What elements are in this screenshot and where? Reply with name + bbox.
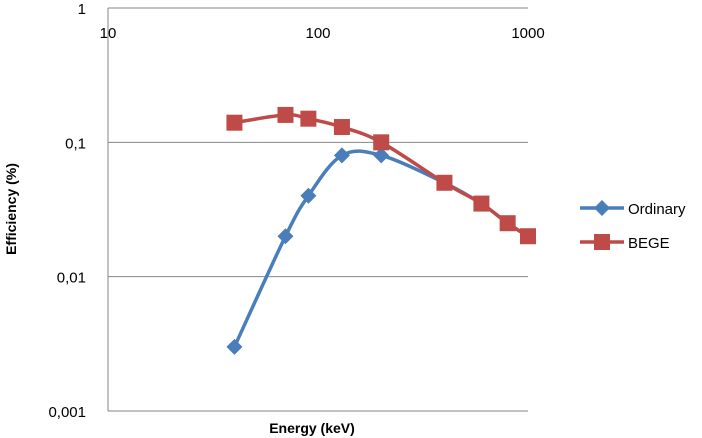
x-tick-label: 10 [100,25,117,42]
data-point-bege [594,234,610,250]
y-tick-label: 0,1 [65,135,86,152]
legend-label: Ordinary [628,201,686,218]
y-tick-label: 1 [78,1,86,18]
data-point-ordinary [333,147,350,164]
data-point-bege [373,134,390,151]
data-point-ordinary [226,338,243,355]
x-tick-label: 1000 [511,25,544,42]
x-axis-label: Energy (keV) [269,420,355,436]
data-point-ordinary [373,147,390,164]
legend-label: BEGE [628,235,670,252]
y-tick-label: 0,001 [48,404,86,421]
data-point-bege [277,106,294,123]
data-point-ordinary [300,187,317,204]
data-point-bege [520,228,536,245]
data-point-bege [300,110,317,127]
y-axis-label: Efficiency (%) [3,163,19,255]
data-point-bege [226,114,243,131]
data-point-ordinary [277,228,294,245]
data-point-bege [333,119,350,136]
series-line-ordinary [232,149,529,348]
y-tick-label: 0,01 [57,270,86,287]
data-point-bege [436,174,453,191]
series-line-bege [234,113,529,238]
data-point-bege [473,195,490,212]
x-tick-label: 100 [305,25,330,42]
data-point-ordinary [594,200,610,216]
data-point-bege [499,215,516,232]
